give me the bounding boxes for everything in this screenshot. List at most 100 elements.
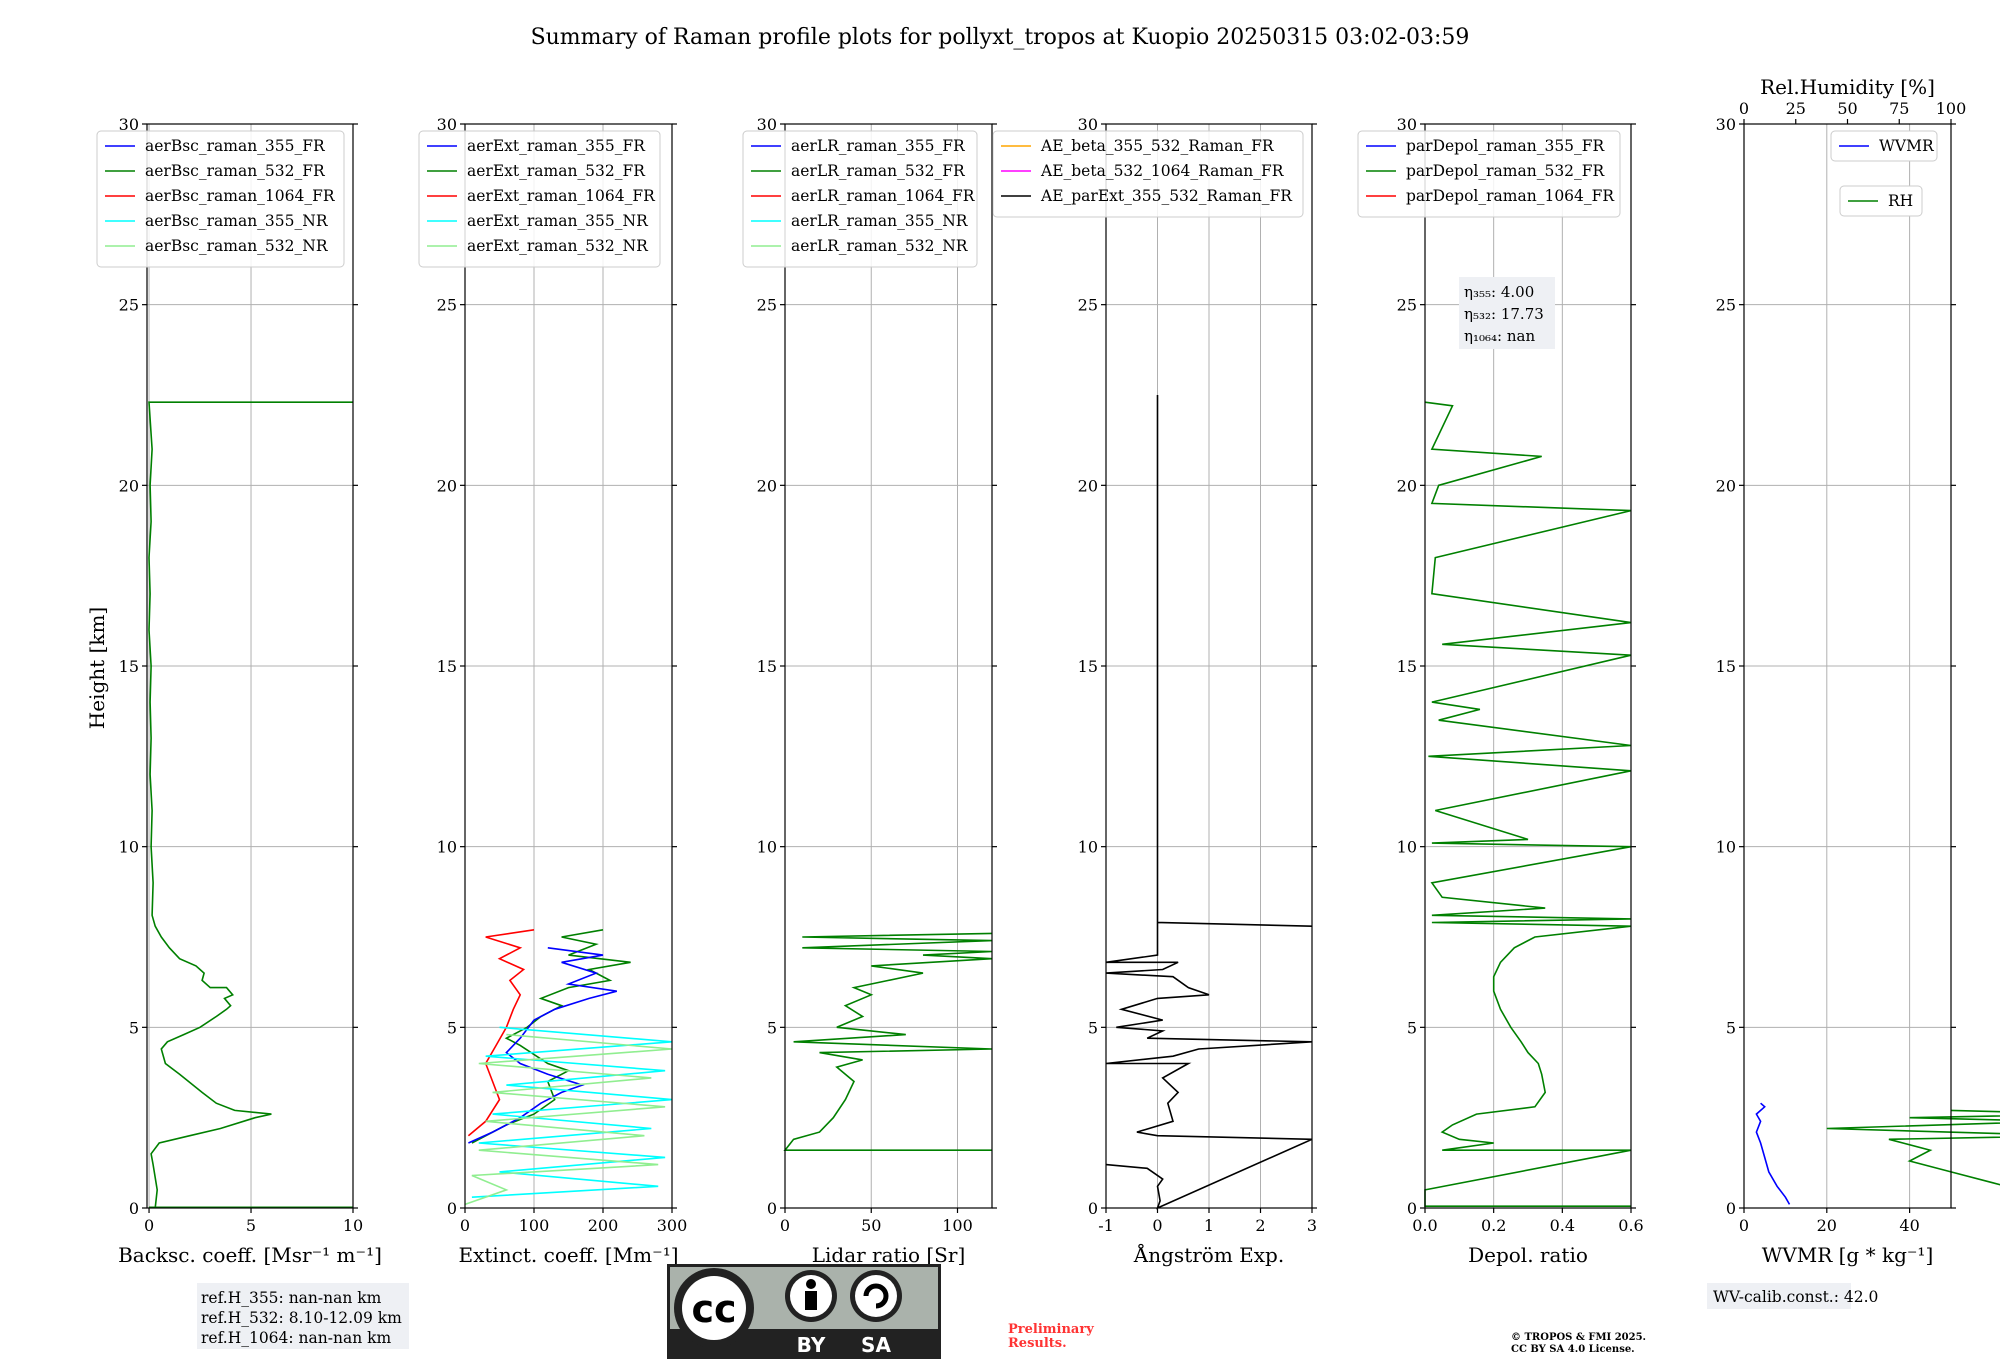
x-axis-label: Depol. ratio <box>1468 1243 1588 1267</box>
legend-label: aerBsc_raman_355_NR <box>145 212 329 230</box>
series-aerLR_raman_532_FR <box>783 932 993 1151</box>
top-axis-label: Rel.Humidity [%] <box>1760 75 1935 99</box>
x-tick-label: 0 <box>460 1216 470 1235</box>
top-x-tick-label: 75 <box>1889 99 1909 118</box>
y-tick-label: 5 <box>767 1018 777 1037</box>
series-aerExt_raman_355_FR <box>468 947 618 1144</box>
legend-label: WVMR <box>1879 137 1935 155</box>
y-tick-label: 25 <box>1716 296 1736 315</box>
legend-label: aerBsc_raman_532_NR <box>145 237 329 255</box>
panel-1: 0 5 10 15 20 25 30 0 5 10 Backsc. coeff. [Msr⁻¹ m⁻… <box>96 115 382 1267</box>
y-tick-label: 10 <box>437 838 457 857</box>
panel-5: 0 5 10 15 20 25 30 0.0 0.2 0.4 0.6 Depol. ratio parD… <box>1357 115 1644 1267</box>
x-tick-label: 20 <box>1817 1216 1837 1235</box>
y-tick-label: 0 <box>767 1199 777 1218</box>
x-tick-label: 0.0 <box>1412 1216 1437 1235</box>
y-tick-label: 0 <box>1407 1199 1417 1218</box>
legend-box <box>1839 185 1923 217</box>
y-tick-label: 10 <box>1078 838 1098 857</box>
y-tick-label: 0 <box>129 1199 139 1218</box>
legend-label: aerLR_raman_1064_FR <box>791 187 976 205</box>
legend-label: aerBsc_raman_355_FR <box>145 137 326 155</box>
x-tick-label: 50 <box>861 1216 881 1235</box>
legend-label: AE_beta_355_532_Raman_FR <box>1040 137 1275 155</box>
x-tick-label: 40 <box>1899 1216 1919 1235</box>
y-tick-label: 15 <box>1397 657 1417 676</box>
panel-3: 0 5 10 15 20 25 30 0 50 100 Lidar ratio [Sr] aerLR_… <box>742 115 997 1267</box>
y-tick-label: 0 <box>1726 1199 1736 1218</box>
y-tick-label: 10 <box>757 838 777 857</box>
x-tick-label: 0.2 <box>1481 1216 1506 1235</box>
cc-license-badge: cc BY SA <box>667 1264 941 1359</box>
legend-label: aerBsc_raman_1064_FR <box>145 187 336 205</box>
y-tick-label: 5 <box>447 1018 457 1037</box>
x-axis-label: Ångström Exp. <box>1133 1242 1284 1267</box>
legend-label: aerLR_raman_355_NR <box>791 212 969 230</box>
series-aerExt_raman_532_NR <box>464 1033 673 1206</box>
legend-box <box>992 130 1304 218</box>
legend-label: AE_parExt_355_532_Raman_FR <box>1040 187 1293 205</box>
y-tick-label: 20 <box>1716 476 1736 495</box>
by-person-head <box>806 1279 816 1289</box>
wv-calib-bg <box>1707 1283 1851 1309</box>
legend-box <box>96 130 345 268</box>
y-tick-label: 15 <box>1078 657 1098 676</box>
y-tick-label: 15 <box>1716 657 1736 676</box>
y-tick-label: 0 <box>1088 1199 1098 1218</box>
x-axis-label: Extinct. coeff. [Mm⁻¹] <box>458 1243 678 1267</box>
y-tick-label: 15 <box>757 657 777 676</box>
x-tick-label: 0 <box>1739 1216 1749 1235</box>
copyright-line-2: CC BY SA 4.0 License. <box>1511 1344 1635 1355</box>
x-tick-label: 0 <box>144 1216 154 1235</box>
legend: AE_beta_355_532_Raman_FR AE_beta_532_1064… <box>992 130 1304 218</box>
legend-box <box>1830 130 1938 162</box>
by-person-body <box>805 1291 817 1310</box>
legend-box <box>418 130 661 268</box>
legend-label: aerExt_raman_532_FR <box>467 162 646 180</box>
sa-icon <box>855 1275 897 1317</box>
x-tick-label: 1 <box>1204 1216 1214 1235</box>
series-aerExt_raman_355_NR <box>471 1026 673 1198</box>
x-tick-label: 0.6 <box>1618 1216 1643 1235</box>
y-tick-label: 30 <box>437 115 457 134</box>
top-x-tick-label: 0 <box>1739 99 1749 118</box>
y-tick-label: 30 <box>1397 115 1417 134</box>
legend: aerLR_raman_355_FR aerLR_raman_532_FR aerL… <box>742 130 978 268</box>
by-label: BY <box>797 1333 826 1357</box>
y-tick-label: 25 <box>1078 296 1098 315</box>
legend-wvmr: WVMR <box>1830 130 1938 162</box>
figure-title: Summary of Raman profile plots for polly… <box>531 25 1470 50</box>
top-x-tick-label: 100 <box>1936 99 1967 118</box>
series-RH <box>1826 1109 2000 1186</box>
y-tick-label: 30 <box>1716 115 1736 134</box>
legend-label: parDepol_raman_355_FR <box>1406 137 1606 155</box>
legend-rh: RH <box>1839 185 1923 217</box>
legend-label: aerLR_raman_532_FR <box>791 162 966 180</box>
legend-label: aerExt_raman_355_NR <box>467 212 649 230</box>
y-tick-label: 15 <box>119 657 139 676</box>
legend-label: parDepol_raman_532_FR <box>1406 162 1606 180</box>
y-tick-label: 15 <box>437 657 457 676</box>
x-tick-label: 2 <box>1255 1216 1265 1235</box>
eta-annotation: η₃₅₅: 4.00 η₅₃₂: 17.73 η₁₀₆₄: nan <box>1459 277 1555 349</box>
y-tick-label: 10 <box>119 838 139 857</box>
ref-h-532: ref.H_532: 8.10-12.09 km <box>201 1309 402 1327</box>
x-tick-label: 0 <box>1152 1216 1162 1235</box>
preliminary-line-2: Results. <box>1008 1336 1067 1351</box>
y-tick-label: 5 <box>129 1018 139 1037</box>
x-tick-label: 200 <box>588 1216 619 1235</box>
top-x-tick-label: 25 <box>1786 99 1806 118</box>
y-tick-label: 10 <box>1397 838 1417 857</box>
wv-calib-box: WV-calib.const.: 42.0 <box>1707 1283 1878 1309</box>
legend-label: aerExt_raman_532_NR <box>467 237 649 255</box>
ref-height-box: ref.H_355: nan-nan km ref.H_532: 8.10-12… <box>197 1283 409 1349</box>
legend-label: AE_beta_532_1064_Raman_FR <box>1040 162 1285 180</box>
eta-line: η₃₅₅: 4.00 <box>1464 283 1534 301</box>
series-parDepol_raman_532_FR <box>1424 401 1632 1207</box>
x-tick-label: 300 <box>657 1216 688 1235</box>
cc-text: cc <box>691 1287 736 1331</box>
x-axis-label: WVMR [g * kg⁻¹] <box>1762 1243 1934 1267</box>
y-axis-label: Height [km] <box>85 607 109 729</box>
y-tick-label: 20 <box>757 476 777 495</box>
